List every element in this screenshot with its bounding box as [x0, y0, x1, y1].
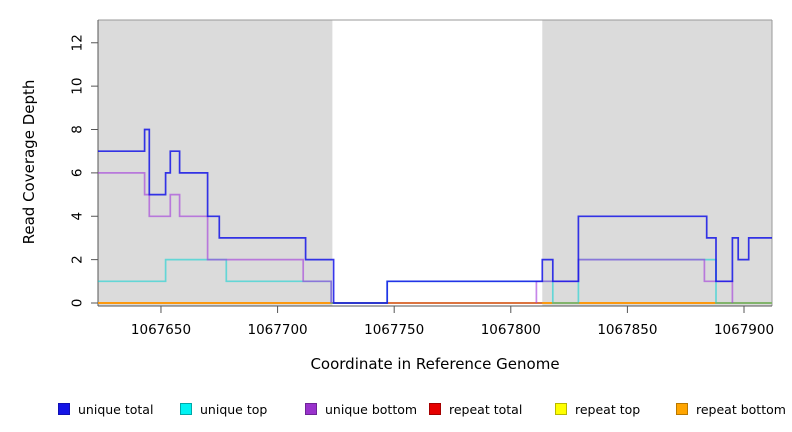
- y-tick-label: 8: [70, 125, 86, 134]
- legend-item-unique-bottom: unique bottom: [305, 399, 417, 419]
- legend-label-repeat-top: repeat top: [575, 401, 641, 417]
- y-tick-label: 4: [70, 212, 86, 221]
- x-axis-ticks: 1067650 1067700 1067750 1067800 1067850 10679…: [131, 306, 774, 338]
- legend-swatch-repeat-total-icon: [429, 403, 441, 415]
- legend-item-repeat-bottom: repeat bottom: [676, 399, 786, 419]
- legend-label-unique-top: unique top: [200, 401, 268, 417]
- y-tick-label: 12: [70, 34, 86, 51]
- x-axis-title: Coordinate in Reference Genome: [310, 355, 560, 373]
- y-tick-label: 6: [70, 169, 86, 178]
- legend-item-repeat-total: repeat total: [429, 399, 522, 419]
- x-tick-label: 1067700: [248, 322, 308, 338]
- y-tick-label: 2: [70, 255, 86, 264]
- legend-item-repeat-top: repeat top: [555, 399, 640, 419]
- shaded-region-left: [98, 20, 333, 306]
- y-axis-ticks: 0 2 4 6 8 10 12: [70, 34, 98, 307]
- legend-swatch-repeat-top-icon: [555, 403, 567, 415]
- shaded-region-right: [542, 20, 772, 306]
- legend: unique total unique top unique bottom repea…: [0, 399, 792, 421]
- y-axis-title: Read Coverage Depth: [20, 79, 38, 245]
- legend-swatch-unique-top-icon: [180, 403, 192, 415]
- x-tick-label: 1067900: [714, 322, 774, 338]
- y-tick-label: 10: [70, 78, 86, 95]
- legend-label-unique-total: unique total: [78, 401, 154, 417]
- legend-swatch-repeat-bottom-icon: [676, 403, 688, 415]
- legend-label-repeat-total: repeat total: [449, 401, 523, 417]
- legend-swatch-unique-total-icon: [58, 403, 70, 415]
- legend-swatch-unique-bottom-icon: [305, 403, 317, 415]
- series-unique-total: [98, 128, 772, 304]
- legend-label-unique-bottom: unique bottom: [325, 401, 418, 417]
- x-tick-label: 1067850: [597, 322, 657, 338]
- legend-label-repeat-bottom: repeat bottom: [696, 401, 786, 417]
- x-tick-label: 1067800: [481, 322, 541, 338]
- legend-item-unique-top: unique top: [180, 399, 267, 419]
- y-tick-label: 0: [70, 299, 86, 308]
- legend-item-unique-total: unique total: [58, 399, 153, 419]
- x-tick-label: 1067750: [364, 322, 424, 338]
- x-tick-label: 1067650: [131, 322, 191, 338]
